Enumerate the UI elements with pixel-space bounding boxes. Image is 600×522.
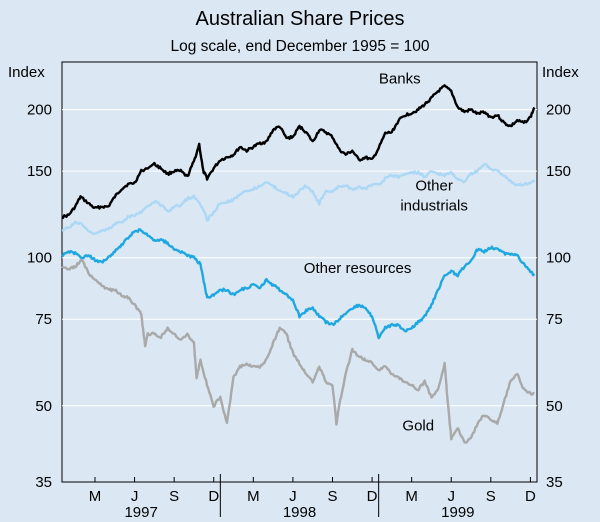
series-lines (61, 84, 536, 444)
y-tick-right-50: 50 (546, 398, 563, 415)
plot-area (61, 61, 538, 483)
y-tick-right-150: 150 (546, 163, 571, 180)
series-label-gold: Gold (402, 418, 434, 435)
y-tick-left-75: 75 (35, 311, 52, 328)
y-tick-right-100: 100 (546, 250, 571, 267)
x-tick-label-1: J (131, 488, 139, 505)
series-line-gold (61, 258, 535, 444)
chart-subtitle: Log scale, end December 1995 = 100 (171, 38, 430, 55)
year-label-1998: 1998 (283, 504, 316, 521)
x-tick-label-2: S (169, 488, 179, 505)
x-tick-label-5: J (289, 488, 297, 505)
y-axis-label-left: Index (8, 64, 45, 81)
y-axis-label-right: Index (542, 64, 579, 81)
x-tick-label-11: D (525, 488, 536, 505)
y-tick-left-200: 200 (27, 102, 52, 119)
series-label-other-industrials-0: Other (415, 177, 453, 194)
axis-ticks: 35 35 50 50 75 75 100 100 150 150 200 200 M J S D M J S D M J… (27, 102, 571, 521)
x-tick-label-8: M (405, 488, 418, 505)
y-tick-right-200: 200 (546, 102, 571, 119)
year-label-1999: 1999 (441, 504, 474, 521)
x-tick-label-3: D (208, 488, 219, 505)
x-tick-label-0: M (89, 488, 102, 505)
series-line-banks (61, 84, 536, 220)
series-label-other-resources: Other resources (304, 260, 412, 277)
y-tick-left-150: 150 (27, 163, 52, 180)
series-label-banks: Banks (379, 71, 421, 88)
x-tick-label-6: S (327, 488, 337, 505)
y-tick-left-35: 35 (35, 474, 52, 491)
x-tick-label-10: S (486, 488, 496, 505)
series-labels: Banks Other industrials Other resources Gold (304, 71, 468, 435)
series-line-other-resources (61, 228, 536, 340)
y-tick-left-50: 50 (35, 398, 52, 415)
y-tick-left-100: 100 (27, 250, 52, 267)
series-line-other-industrials (61, 162, 536, 236)
x-tick-label-4: M (247, 488, 260, 505)
year-label-1997: 1997 (124, 504, 157, 521)
series-label-other-industrials-1: industrials (400, 197, 468, 214)
y-tick-right-75: 75 (546, 311, 563, 328)
x-tick-label-7: D (367, 488, 378, 505)
x-tick-label-9: J (447, 488, 455, 505)
chart-title: Australian Share Prices (196, 8, 405, 30)
y-tick-right-35: 35 (546, 474, 563, 491)
